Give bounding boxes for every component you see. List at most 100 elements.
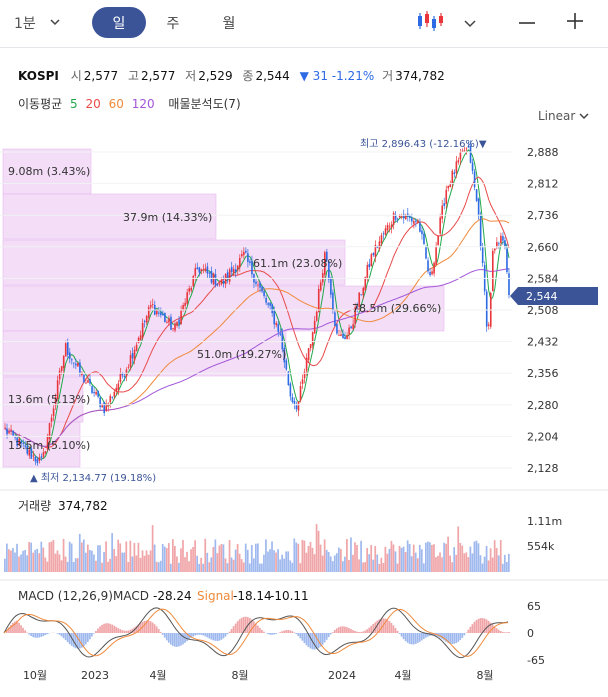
volume-bar [204, 538, 207, 572]
macd-histogram-bar [10, 624, 12, 633]
macd-histogram-bar [339, 626, 342, 633]
volume-bar [222, 544, 225, 572]
candle-body [479, 215, 482, 247]
ma120-line [4, 268, 509, 447]
volume-bar [22, 550, 24, 572]
volume-bar [459, 542, 462, 572]
volume-bar [263, 554, 265, 572]
candle-body [303, 371, 306, 379]
volume-bar [198, 563, 201, 572]
volume-profile-bar [2, 285, 445, 332]
indicator-legend[interactable]: 이동평균 5 20 60 120 매물분석도(7) [18, 95, 245, 112]
candle-body [340, 334, 342, 336]
candle-body [251, 261, 253, 275]
candle-body [42, 452, 45, 457]
candle-body [305, 357, 308, 371]
price-axis-label: 2,432 [527, 336, 559, 349]
candle-body [34, 456, 37, 462]
volume-bar [72, 562, 75, 572]
macd-histogram-bar [408, 633, 411, 644]
macd-histogram-bar [420, 633, 423, 641]
volume-bar [26, 555, 28, 572]
volume-bar [277, 549, 279, 572]
macd-histogram-bar [153, 624, 156, 633]
candlestick-chart-icon[interactable] [417, 10, 445, 36]
candle-body [502, 236, 504, 241]
macd-histogram-bar [250, 619, 253, 633]
volume-bar [163, 546, 166, 572]
period-select[interactable]: 1분 [14, 8, 60, 38]
volume-panel-label: 거래량 [18, 499, 51, 513]
macd-histogram-bar [404, 633, 407, 642]
macd-histogram-bar [327, 633, 330, 638]
tab-daily[interactable]: 일 [92, 7, 146, 38]
candle-body [243, 251, 245, 256]
macd-histogram-bar [267, 633, 269, 635]
volume-bar [28, 541, 31, 572]
macd-histogram-bar [80, 633, 83, 648]
candle-body [269, 302, 271, 306]
time-axis-label: 4월 [394, 669, 411, 682]
volume-bar [216, 553, 219, 572]
macd-histogram-bar [416, 633, 419, 643]
macd-histogram-bar [388, 620, 391, 633]
scale-select[interactable]: Linear [538, 109, 589, 123]
volume-bar [212, 546, 215, 572]
macd-histogram-bar [105, 623, 107, 633]
volume-bar [20, 554, 22, 572]
tab-weekly[interactable]: 주 [166, 15, 180, 32]
candle-body [457, 160, 460, 163]
macd-histogram-bar [192, 633, 194, 637]
candle-body [307, 348, 310, 361]
vp-label: 78.5m (29.66%) [352, 302, 441, 315]
macd-histogram-bar [14, 621, 16, 633]
volume-bar [339, 549, 342, 572]
candle-body [241, 254, 243, 257]
candle-body [52, 408, 55, 417]
macd-histogram-bar [275, 633, 277, 634]
macd-histogram-bar [226, 633, 229, 635]
volume-bar [56, 550, 59, 572]
macd-histogram-bar [240, 617, 243, 633]
macd-histogram-bar [242, 616, 245, 633]
candle-body [32, 455, 35, 457]
price-axis-label: 2,812 [527, 178, 559, 191]
candle-body [500, 235, 502, 243]
volume-bar [457, 526, 460, 572]
volume-bar [165, 548, 168, 572]
volume-bar [408, 543, 411, 572]
volume-bar [60, 560, 63, 572]
symbol: KOSPI [18, 69, 59, 83]
macd-histogram-bar [281, 631, 284, 633]
macd-histogram-bar [147, 620, 150, 633]
tab-monthly[interactable]: 월 [222, 15, 236, 32]
volume-bar [147, 554, 150, 572]
volume-bar [344, 556, 346, 572]
candle-body [232, 269, 235, 274]
candle-body [160, 312, 162, 316]
volume-bar [273, 550, 275, 572]
volume-bar [433, 544, 435, 572]
chevron-down-icon[interactable] [464, 13, 476, 32]
candle-body [73, 362, 75, 364]
time-axis-label: 8월 [476, 669, 493, 682]
candle-body [380, 235, 383, 243]
candle-body [133, 349, 136, 361]
volume-bar [50, 541, 53, 572]
volume-bar [196, 555, 199, 572]
zoom-in-icon[interactable] [565, 11, 585, 35]
close-label: 종 [242, 69, 254, 83]
zoom-out-icon[interactable] [517, 13, 537, 37]
macd-histogram-bar [350, 629, 352, 633]
candle-body [285, 360, 288, 370]
volume-bar [493, 540, 496, 572]
volume-bar [224, 558, 227, 572]
volume-bar [307, 545, 310, 572]
macd-histogram-bar [283, 630, 286, 633]
candle-body [419, 222, 421, 232]
volume-bar [380, 557, 383, 572]
volume-bar [301, 539, 304, 572]
macd-histogram-bar [445, 633, 447, 642]
macd-histogram-bar [497, 629, 500, 633]
